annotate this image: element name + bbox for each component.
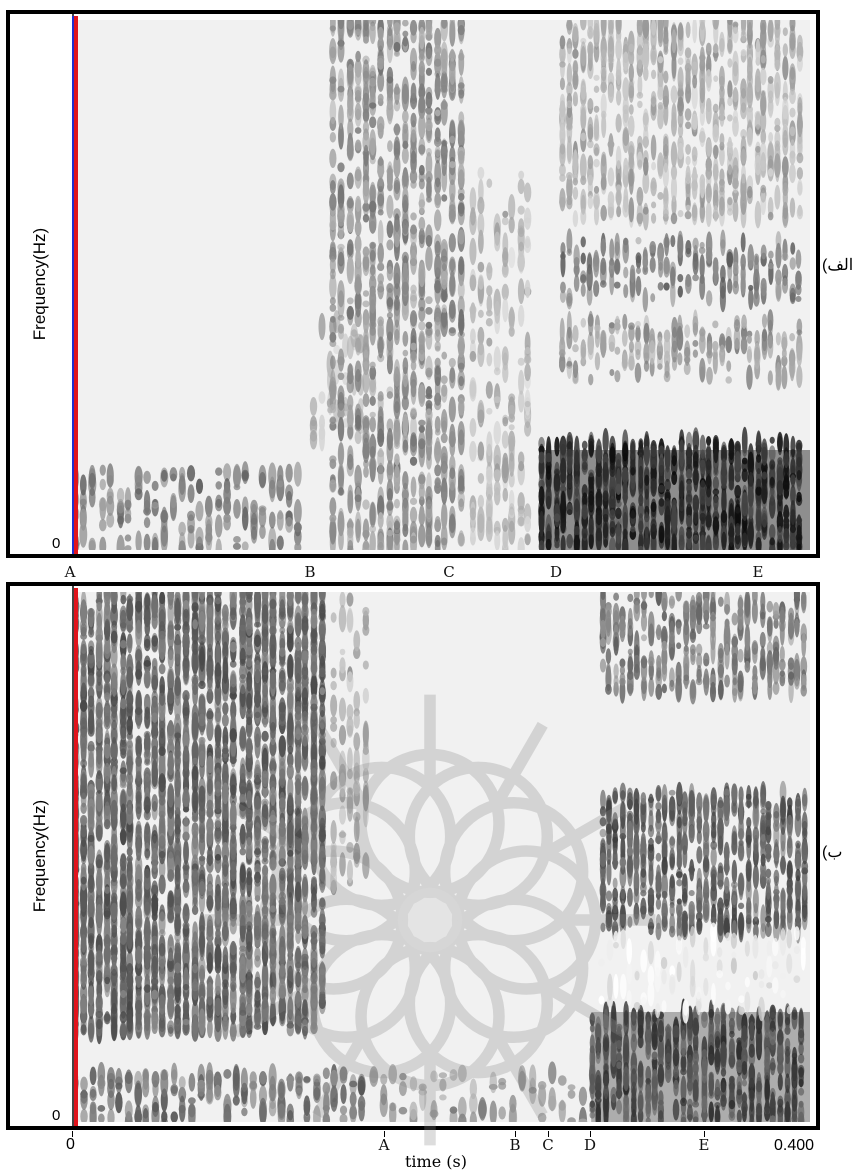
playback-cursor-red[interactable]	[74, 16, 78, 554]
spectrogram-bottom	[74, 592, 810, 1122]
axis-tick	[72, 1131, 73, 1137]
playback-cursor-blue[interactable]	[72, 16, 74, 554]
marker-a-top: A	[64, 563, 76, 581]
panel-label-bottom: ب)	[822, 844, 843, 861]
marker-b-top: B	[304, 563, 316, 581]
marker-a-bottom: A	[378, 1136, 390, 1154]
axis-tick	[704, 1131, 705, 1137]
axis-tick	[384, 1131, 385, 1137]
x-axis-start: 0	[66, 1136, 75, 1153]
axis-tick	[548, 1131, 549, 1137]
x-axis-label: time (s)	[405, 1152, 467, 1171]
marker-d-top: D	[549, 563, 563, 581]
spectrogram-top-panel: Frequency(Hz) 0	[6, 10, 820, 558]
spectrogram-bottom-panel: Frequency(Hz) 0	[6, 582, 820, 1130]
marker-c-top: C	[443, 563, 455, 581]
spectrogram-top	[74, 20, 810, 550]
marker-c-bottom: C	[542, 1136, 554, 1154]
y-axis-label: Frequency(Hz)	[30, 227, 49, 341]
y-axis-label: Frequency(Hz)	[30, 799, 49, 913]
marker-e-bottom: E	[698, 1136, 710, 1154]
axis-tick	[515, 1131, 516, 1137]
panel-label-top: الف)	[822, 257, 854, 274]
y-axis-zero: 0	[52, 1107, 61, 1124]
spectrogram-top-image	[74, 20, 810, 550]
x-axis-end: 0.400	[774, 1137, 815, 1154]
marker-b-bottom: B	[509, 1136, 521, 1154]
marker-e-top: E	[752, 563, 764, 581]
y-axis-zero: 0	[52, 535, 61, 552]
y-axis-column: Frequency(Hz) 0	[10, 14, 74, 554]
marker-d-bottom: D	[583, 1136, 597, 1154]
spectrogram-bottom-image	[74, 592, 810, 1122]
y-axis-column: Frequency(Hz) 0	[10, 586, 74, 1126]
playback-cursor-red[interactable]	[74, 588, 78, 1126]
axis-tick	[590, 1131, 591, 1137]
